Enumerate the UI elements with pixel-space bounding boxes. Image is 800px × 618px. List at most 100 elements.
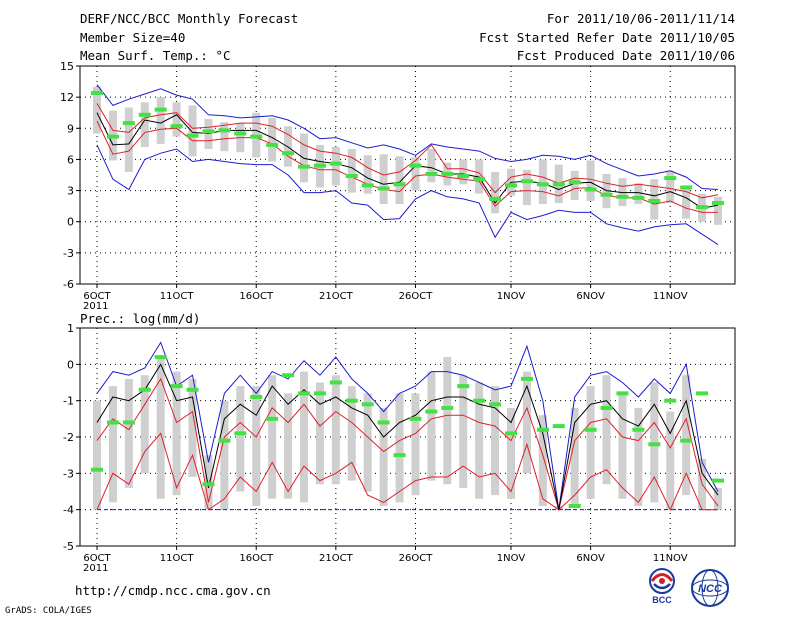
observed-marker xyxy=(138,112,151,117)
y-tick-label: 1 xyxy=(67,322,74,335)
x-tick-label: 11OCT xyxy=(160,553,195,564)
observed-marker xyxy=(505,431,517,436)
observed-marker xyxy=(712,201,724,206)
spread-box xyxy=(172,371,181,496)
x-tick-label: 6NOV xyxy=(576,553,605,564)
spread-box xyxy=(634,407,643,507)
forecast-produced: Fcst Produced Date 2011/10/06 xyxy=(516,48,735,63)
observed-marker xyxy=(568,504,581,509)
observed-marker xyxy=(489,196,502,201)
spread-box xyxy=(538,159,547,205)
spread-box xyxy=(252,386,261,507)
spread-box xyxy=(682,189,691,219)
bcc-logo-text: BCC xyxy=(652,595,672,605)
observed-marker xyxy=(712,478,724,483)
spread-box xyxy=(411,157,420,191)
spread-box xyxy=(586,160,595,201)
observed-marker xyxy=(106,420,119,425)
spread-box xyxy=(331,375,340,485)
precipitation-label: Prec.: log(mm/d) xyxy=(80,311,201,326)
spread-box xyxy=(236,386,245,492)
series-upper-line xyxy=(96,103,719,199)
observed-marker xyxy=(170,384,183,389)
observed-marker xyxy=(584,187,597,192)
series-max-line xyxy=(96,341,719,510)
observed-marker xyxy=(457,384,470,389)
observed-marker xyxy=(441,405,454,410)
observed-marker xyxy=(313,391,326,396)
observed-marker xyxy=(91,90,103,95)
observed-marker xyxy=(441,171,454,176)
spread-box xyxy=(395,156,404,205)
spread-box xyxy=(411,393,420,496)
y-tick-label: 3 xyxy=(67,185,74,198)
y-tick-label: -6 xyxy=(63,278,74,291)
observed-marker xyxy=(489,402,502,407)
footer-url[interactable]: http://cmdp.ncc.cma.gov.cn xyxy=(75,583,271,598)
spread-box xyxy=(124,378,133,488)
observed-marker xyxy=(520,376,533,381)
spread-box xyxy=(507,407,515,499)
spread-box xyxy=(586,386,595,499)
observed-marker xyxy=(218,438,231,443)
spread-box xyxy=(220,400,229,510)
observed-marker xyxy=(186,387,199,392)
spread-box xyxy=(682,375,691,496)
observed-marker xyxy=(457,174,470,179)
series-mean-line xyxy=(96,363,719,510)
spread-box xyxy=(570,170,579,200)
x-tick-label: 6OCT xyxy=(83,291,111,302)
observed-marker xyxy=(680,438,693,443)
observed-marker xyxy=(696,205,709,210)
x-tick-label: 1NOV xyxy=(497,553,526,564)
observed-marker xyxy=(632,195,645,200)
observed-marker xyxy=(600,405,613,410)
spread-box xyxy=(491,386,500,496)
temperature-panel: 15 12 9 6 3 0 -3 -6 6OCT 11OCT 16OCT 21OCT 26OCT 1NOV… xyxy=(60,60,736,312)
observed-marker xyxy=(313,163,326,168)
x-tick-label: 1NOV xyxy=(497,291,526,302)
spread-box xyxy=(395,393,404,503)
spread-box xyxy=(427,371,436,481)
observed-marker xyxy=(616,391,629,396)
observed-marker xyxy=(632,427,645,432)
spread-box xyxy=(315,382,324,485)
observed-marker xyxy=(329,161,342,166)
observed-marker xyxy=(329,380,342,385)
spread-box xyxy=(300,371,308,503)
observed-marker xyxy=(616,194,629,199)
spread-box xyxy=(156,357,165,499)
spread-box xyxy=(140,375,149,474)
y-tick-label: -1 xyxy=(63,395,74,408)
spread-box xyxy=(570,407,579,507)
spread-box xyxy=(347,386,356,481)
spread-box xyxy=(172,102,181,137)
y-tick-label: 9 xyxy=(67,122,74,135)
series-lower-line xyxy=(96,120,718,213)
observed-marker xyxy=(536,427,549,432)
spread-box xyxy=(124,107,133,172)
y-tick-label: -3 xyxy=(63,247,74,260)
spread-box xyxy=(108,386,117,503)
series-lower-line xyxy=(96,432,718,511)
observed-marker xyxy=(425,409,438,414)
spread-box xyxy=(714,196,722,225)
spread-box xyxy=(602,375,611,485)
observed-marker xyxy=(282,151,295,156)
observed-marker xyxy=(234,431,247,436)
observed-marker xyxy=(298,391,310,396)
observed-marker xyxy=(170,124,183,129)
y-tick-label: -3 xyxy=(63,467,74,480)
observed-marker xyxy=(234,131,247,136)
spread-box xyxy=(93,400,101,510)
observed-marker xyxy=(122,420,135,425)
observed-marker xyxy=(680,185,693,190)
x-tick-label: 6NOV xyxy=(576,291,605,302)
observed-marker xyxy=(393,182,406,187)
spread-box xyxy=(379,154,388,205)
spread-box xyxy=(156,97,165,144)
spread-box xyxy=(538,415,547,507)
observed-marker xyxy=(91,467,103,472)
spread-box xyxy=(634,183,643,205)
